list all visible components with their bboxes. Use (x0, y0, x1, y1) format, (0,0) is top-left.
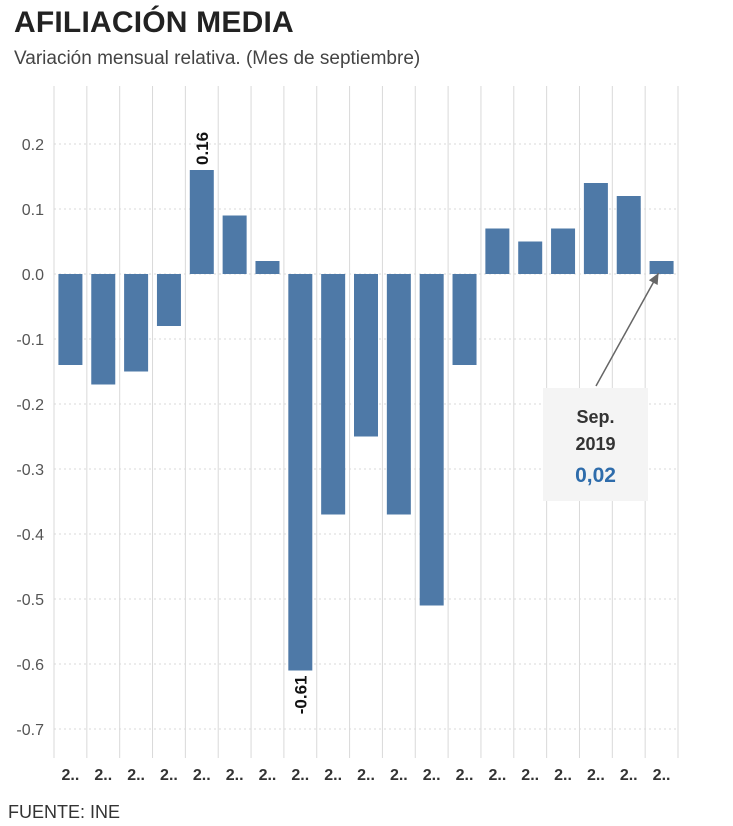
y-tick-label: -0.5 (16, 592, 44, 609)
bar (583, 183, 608, 274)
x-tick-label: 2.. (160, 767, 178, 784)
y-tick-label: -0.6 (16, 657, 44, 674)
data-label: -0.61 (291, 676, 310, 715)
x-tick-label: 2.. (488, 767, 506, 784)
bar (288, 274, 313, 671)
bar (452, 274, 477, 365)
x-tick-label: 2.. (620, 767, 638, 784)
chart-title: AFILIACIÓN MEDIA (14, 6, 294, 39)
annotation-value: 0,02 (575, 464, 616, 487)
source-note: FUENTE: INE (8, 802, 121, 822)
annotation-tooltip[interactable]: Sep. 2019 0,02 (543, 388, 648, 501)
y-tick-label: -0.1 (16, 332, 44, 349)
bar (386, 274, 411, 515)
y-tick-label: 0.2 (22, 137, 44, 154)
y-tick-label: -0.3 (16, 462, 44, 479)
x-tick-label: 2.. (653, 767, 671, 784)
bar (419, 274, 444, 606)
bar (189, 170, 214, 274)
bar (485, 228, 510, 274)
bar (518, 241, 543, 274)
annotation-arrowhead (648, 273, 659, 286)
x-tick-label: 2.. (62, 767, 80, 784)
x-tick-label: 2.. (94, 767, 112, 784)
x-tick-label: 2.. (226, 767, 244, 784)
x-tick-label: 2.. (259, 767, 277, 784)
annotation-layer (595, 272, 660, 387)
bar-chart: 0.2 0.1 0.0 -0.1 -0.2 -0.3 -0.4 -0.5 -0.6 -0.7 2..… (16, 86, 679, 784)
bar (649, 261, 674, 274)
bar (551, 228, 576, 274)
data-label: 0.16 (193, 132, 212, 165)
x-tick-label: 2.. (357, 767, 375, 784)
bar-layer (58, 170, 674, 671)
annotation-year: 2019 (575, 434, 616, 454)
bar (58, 274, 83, 365)
bar (124, 274, 149, 372)
x-tick-label: 2.. (587, 767, 605, 784)
x-tick-label: 2.. (423, 767, 441, 784)
x-tick-label: 2.. (324, 767, 342, 784)
y-tick-label: 0.0 (22, 267, 44, 284)
annotation-arrow (595, 272, 660, 387)
x-tick-label: 2.. (390, 767, 408, 784)
y-tick-label: -0.2 (16, 397, 44, 414)
x-tick-label: 2.. (127, 767, 145, 784)
bar (255, 261, 280, 274)
bar (616, 196, 641, 274)
x-tick-label: 2.. (291, 767, 309, 784)
y-tick-label: -0.7 (16, 722, 44, 739)
bar (156, 274, 181, 326)
chart-subtitle: Variación mensual relativa. (Mes de sept… (14, 48, 421, 69)
x-tick-label: 2.. (521, 767, 539, 784)
x-tick-label: 2.. (456, 767, 474, 784)
bar (321, 274, 346, 515)
y-tick-label: -0.4 (16, 527, 44, 544)
y-tick-label: 0.1 (22, 202, 44, 219)
bar (222, 215, 247, 274)
bar (354, 274, 378, 437)
bar (91, 274, 116, 385)
annotation-month: Sep. (576, 407, 615, 427)
x-tick-label: 2.. (554, 767, 572, 784)
label-layer: 0.2 0.1 0.0 -0.1 -0.2 -0.3 -0.4 -0.5 -0.6 -0.7 2..… (16, 132, 670, 784)
x-tick-label: 2.. (193, 767, 211, 784)
